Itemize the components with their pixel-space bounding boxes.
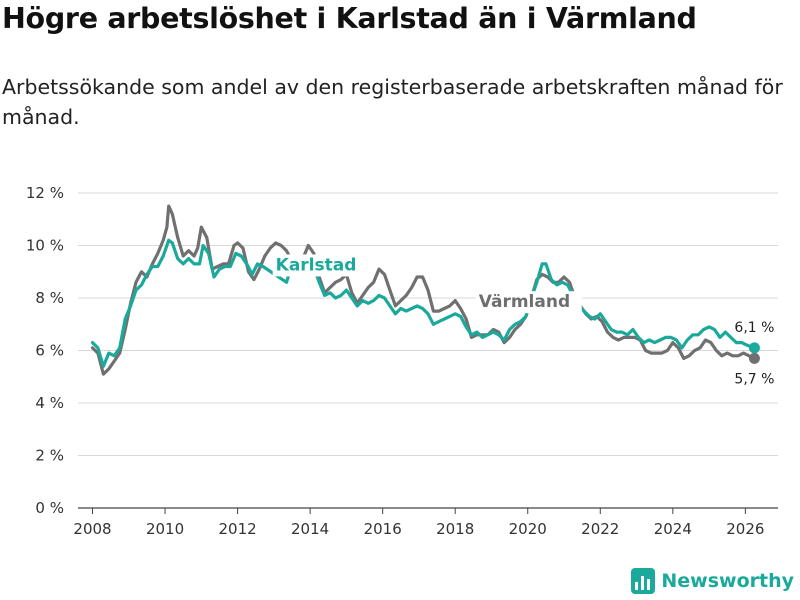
x-tick-label: 2026	[726, 520, 764, 538]
x-tick-label: 2024	[654, 520, 692, 538]
x-tick-label: 2020	[509, 520, 547, 538]
karlstad-end-value-label: 6,1 %	[734, 320, 774, 336]
varmland-series-label: Värmland	[479, 292, 570, 312]
karlstad-series-line	[90, 238, 756, 368]
y-tick-label: 10 %	[26, 237, 64, 255]
varmland-label-bg	[475, 291, 582, 314]
x-tick-label: 2018	[436, 520, 474, 538]
x-tick-label: 2012	[218, 520, 256, 538]
x-tick-label: 2022	[581, 520, 619, 538]
y-tick-label: 8 %	[35, 289, 64, 307]
bar-chart-icon	[631, 568, 656, 594]
varmland-series-line	[90, 204, 756, 376]
brand-name: Newsworthy	[661, 570, 794, 592]
karlstad-label-bg	[272, 254, 365, 277]
y-tick-label: 6 %	[35, 342, 64, 360]
varmland-end-value-label: 5,7 %	[734, 371, 774, 387]
karlstad-end-marker	[748, 342, 760, 354]
varmland-end-marker	[748, 352, 760, 364]
y-tick-label: 4 %	[35, 394, 64, 412]
y-tick-label: 2 %	[35, 447, 64, 465]
x-tick-label: 2016	[364, 520, 402, 538]
x-tick-label: 2010	[146, 520, 184, 538]
x-tick-label: 2014	[291, 520, 329, 538]
chart-title: Högre arbetslöshet i Karlstad än i Värml…	[2, 2, 697, 35]
chart-subtitle: Arbetssökande som andel av den registerb…	[2, 75, 783, 129]
y-tick-label: 0 %	[35, 499, 64, 517]
karlstad-series-label: Karlstad	[276, 255, 357, 275]
newsworthy-logo: Newsworthy	[631, 568, 794, 594]
x-tick-label: 2008	[73, 520, 111, 538]
y-tick-label: 12 %	[26, 184, 64, 202]
